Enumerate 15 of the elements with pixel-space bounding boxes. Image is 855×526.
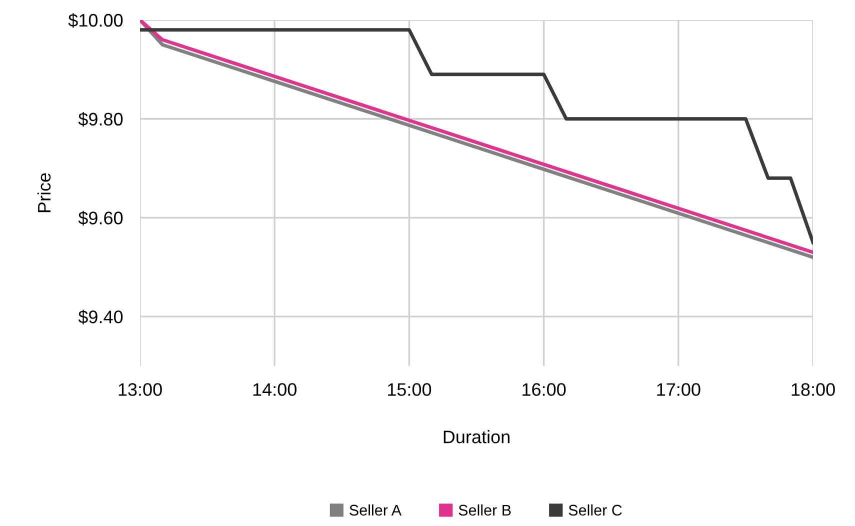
x-tick-label: 17:00 [657, 383, 700, 396]
x-tick-label: 16:00 [522, 383, 566, 396]
x-axis-title: Duration [444, 430, 510, 444]
legend-label: Seller B [458, 504, 511, 516]
y-tick-label: $10.00 [68, 13, 123, 28]
x-tick-label: 15:00 [388, 383, 432, 396]
y-tick-label: $9.80 [78, 112, 123, 127]
y-tick-label: $9.40 [78, 310, 123, 324]
legend-label: Seller C [568, 504, 622, 516]
legend-label: Seller A [350, 504, 402, 516]
x-tick-label: 18:00 [792, 383, 835, 396]
x-tick-label: 14:00 [253, 383, 296, 396]
y-axis-title: Price [37, 173, 51, 212]
x-tick-label: 13:00 [118, 383, 162, 396]
y-tick-label: $9.60 [78, 210, 123, 226]
